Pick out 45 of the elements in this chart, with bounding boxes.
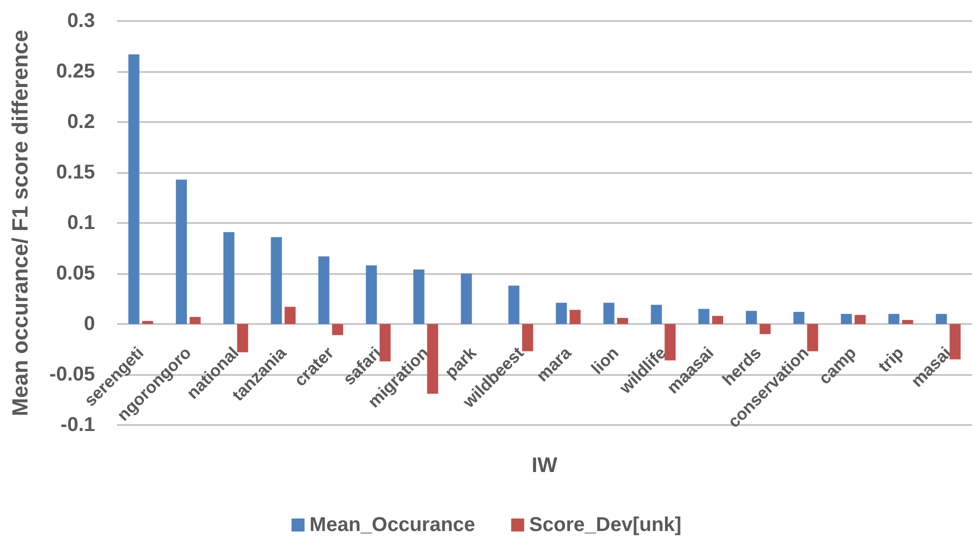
bar <box>840 314 852 324</box>
bar <box>854 314 866 324</box>
x-tick-label: lion <box>588 343 622 378</box>
bar <box>603 302 614 324</box>
bar <box>760 324 771 334</box>
bar <box>128 54 140 324</box>
bar <box>807 324 818 352</box>
legend-label: Mean_Occurance <box>310 514 476 536</box>
bar <box>366 265 377 324</box>
bar <box>142 320 154 324</box>
bar <box>176 180 187 324</box>
bar <box>902 320 914 324</box>
bar <box>793 312 804 324</box>
legend-label: Score_Dev[unk] <box>529 514 682 536</box>
bar <box>698 308 710 324</box>
bar <box>556 302 567 324</box>
bar <box>284 306 296 324</box>
bar <box>460 274 472 324</box>
bar <box>270 237 282 324</box>
y-tick-label: 0.05 <box>56 262 95 284</box>
y-tick-label: -0.1 <box>60 414 95 436</box>
bar <box>712 316 724 324</box>
bar <box>332 324 344 336</box>
x-axis-title: IW <box>532 454 558 477</box>
y-tick-label: 0 <box>84 313 95 335</box>
bar <box>508 286 520 324</box>
y-tick-label: 0.25 <box>56 60 95 82</box>
y-tick-label: 0.2 <box>67 111 95 133</box>
bar <box>888 314 900 324</box>
bar <box>318 256 330 324</box>
y-tick-label: 0.3 <box>67 10 95 32</box>
bar <box>746 310 757 324</box>
bar <box>413 269 424 324</box>
bar <box>650 304 662 324</box>
y-tick-label: 0.1 <box>67 212 95 234</box>
bar <box>223 232 234 324</box>
bar <box>950 324 961 360</box>
y-axis-title: Mean occurance/ F1 score difference <box>8 30 32 416</box>
x-tick-label: trip <box>874 343 908 376</box>
bar <box>190 316 201 324</box>
y-tick-label: 0.15 <box>56 162 95 184</box>
bar <box>617 318 628 324</box>
bar <box>570 310 581 324</box>
bar <box>427 324 438 394</box>
bar <box>936 314 947 324</box>
